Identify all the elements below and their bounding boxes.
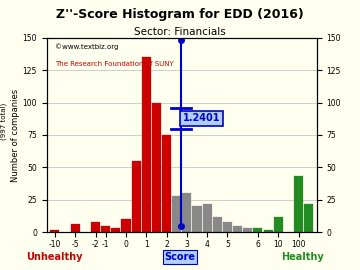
Text: Score: Score bbox=[165, 252, 195, 262]
Bar bbox=[243, 228, 252, 232]
Text: ©www.textbiz.org: ©www.textbiz.org bbox=[55, 44, 118, 50]
Bar bbox=[193, 206, 202, 232]
Bar bbox=[152, 103, 161, 232]
Text: Unhealthy: Unhealthy bbox=[26, 252, 82, 262]
Text: 1.2401: 1.2401 bbox=[183, 113, 220, 123]
Text: The Research Foundation of SUNY: The Research Foundation of SUNY bbox=[55, 61, 174, 67]
Bar bbox=[121, 219, 131, 232]
Bar bbox=[162, 135, 171, 232]
Bar bbox=[294, 177, 303, 232]
Bar bbox=[101, 226, 110, 232]
Bar bbox=[91, 222, 100, 232]
Bar bbox=[172, 196, 181, 232]
Bar bbox=[304, 204, 313, 232]
Bar bbox=[264, 230, 273, 232]
Bar bbox=[131, 161, 141, 232]
Bar bbox=[142, 57, 151, 232]
Text: Healthy: Healthy bbox=[281, 252, 324, 262]
Bar bbox=[50, 230, 59, 232]
Bar bbox=[182, 193, 192, 232]
Bar bbox=[233, 226, 242, 232]
Bar bbox=[71, 224, 80, 232]
Bar bbox=[274, 217, 283, 232]
Bar bbox=[213, 217, 222, 232]
Bar bbox=[253, 228, 262, 232]
Y-axis label: Number of companies: Number of companies bbox=[11, 89, 20, 181]
Bar bbox=[203, 204, 212, 232]
Text: Sector: Financials: Sector: Financials bbox=[134, 27, 226, 37]
Text: Z''-Score Histogram for EDD (2016): Z''-Score Histogram for EDD (2016) bbox=[56, 8, 304, 21]
Bar bbox=[223, 222, 232, 232]
Bar bbox=[111, 228, 120, 232]
Text: (997 total): (997 total) bbox=[0, 103, 7, 140]
